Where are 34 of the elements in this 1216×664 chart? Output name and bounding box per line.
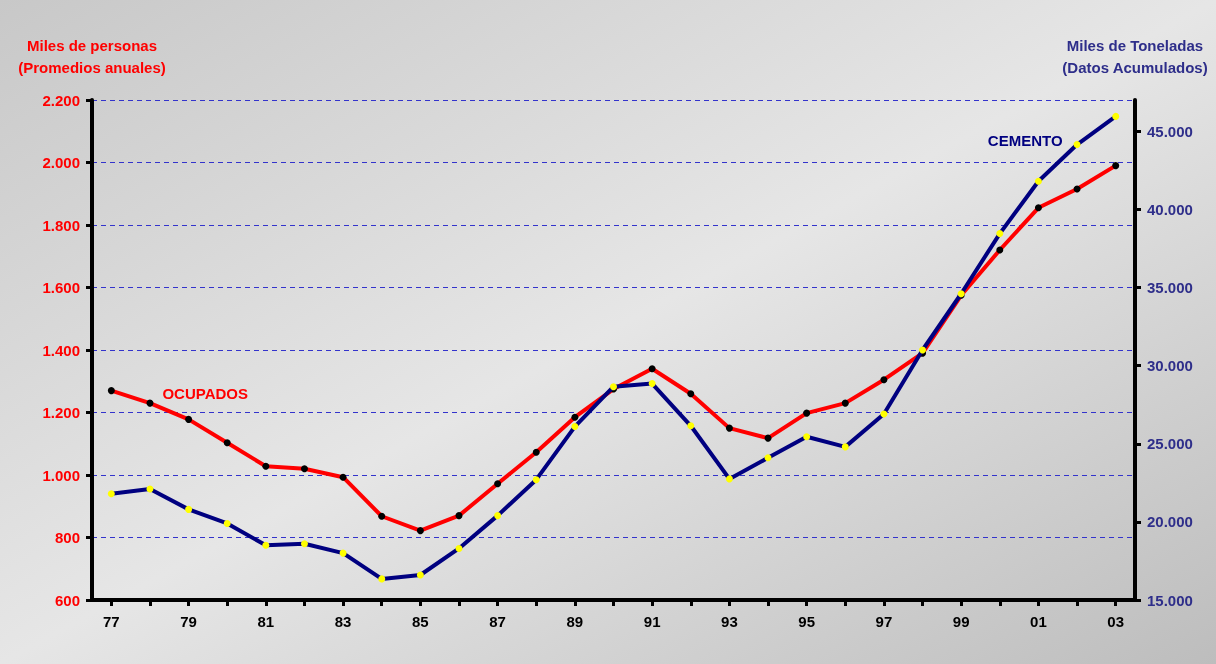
y2-tick-label: 20.000 [1147, 513, 1193, 531]
y-tick-label: 600 [54, 591, 80, 609]
y-tick-label: 1.200 [42, 404, 80, 421]
x-tick-label: 95 [798, 613, 815, 630]
y-tick-label: 2.200 [42, 91, 80, 109]
y2-tick-label: 15.000 [1147, 591, 1193, 609]
x-tick-label: 87 [489, 613, 506, 630]
x-tick-label: 97 [875, 613, 893, 630]
x-tick-label: 03 [1107, 613, 1125, 630]
x-tick-label: 91 [643, 613, 661, 630]
y-tick-label: 1.600 [42, 279, 80, 296]
y2-tick-label: 35.000 [1147, 279, 1193, 296]
x-tick-label: 99 [952, 613, 970, 630]
x-tick-label: 83 [334, 613, 352, 630]
y2-tick-label: 30.000 [1147, 357, 1193, 375]
y-tick-label: 1.400 [42, 341, 80, 359]
series-label: OCUPADOS [162, 384, 249, 402]
y2-axis-title: Miles de Toneladas (Datos Acumulados) [1062, 36, 1208, 76]
y-tick-label: 2.000 [42, 154, 80, 171]
y-tick-label: 1.000 [42, 466, 80, 484]
x-tick-label: 01 [1030, 613, 1047, 630]
x-tick-label: 77 [102, 613, 120, 630]
y-tick-label: 800 [54, 529, 80, 546]
y-tick-label: 1.800 [42, 216, 80, 234]
x-tick-label: 93 [721, 613, 738, 630]
x-tick-label: 81 [257, 613, 275, 630]
y2-tick-label: 25.000 [1147, 435, 1193, 453]
y2-tick-label: 40.000 [1147, 200, 1193, 218]
y-axis-title: Miles de personas (Promedios anuales) [18, 36, 166, 76]
x-tick-label: 85 [412, 613, 429, 630]
x-tick-label: 89 [566, 613, 584, 630]
x-tick-label: 79 [180, 613, 197, 630]
series-label: CEMENTO [987, 132, 1063, 150]
y2-tick-label: 45.000 [1147, 122, 1193, 140]
